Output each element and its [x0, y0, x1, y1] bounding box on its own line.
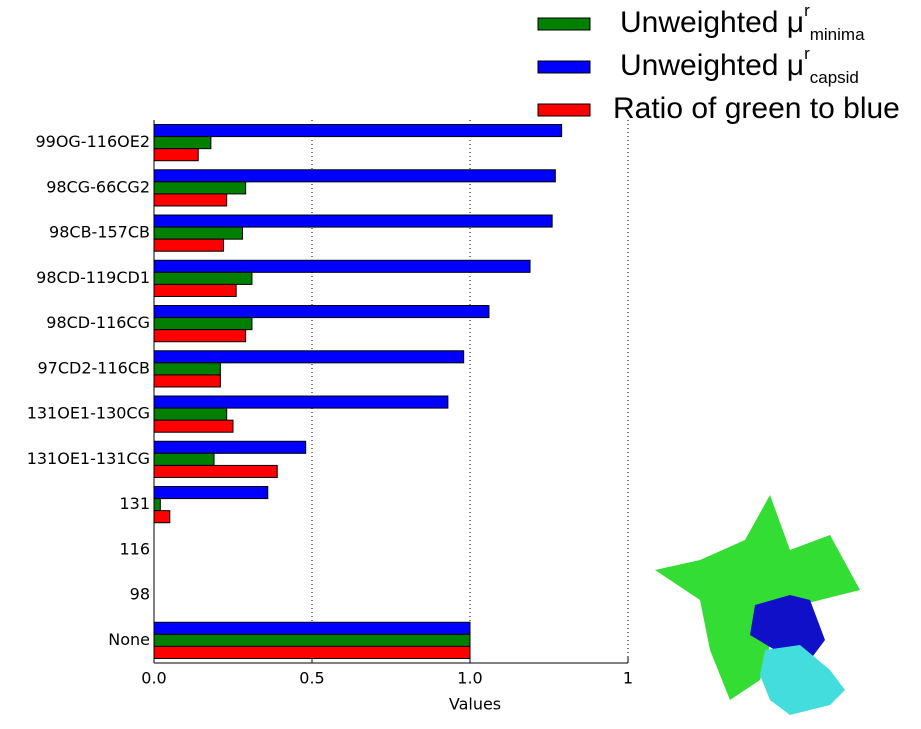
bar [153, 169, 556, 183]
legend-label-part: Ratio of green to blue [613, 92, 900, 125]
bar [153, 136, 212, 150]
bar [153, 498, 161, 512]
bar [153, 362, 221, 376]
bar [153, 181, 247, 195]
legend-label-part: r [804, 1, 810, 20]
legend-swatch [537, 60, 591, 74]
x-tick-label: 0.5 [299, 669, 324, 688]
bar [153, 395, 449, 409]
bar [153, 305, 490, 319]
bar [153, 329, 247, 343]
y-tick-label: 131 [119, 494, 150, 513]
legend-swatch [537, 17, 591, 31]
bar [153, 633, 471, 647]
bar [153, 440, 307, 454]
legend-label: Unweighted μrminima [620, 1, 865, 44]
bar [153, 271, 253, 285]
bar [153, 452, 215, 466]
bar [153, 621, 471, 635]
bar [153, 259, 531, 273]
legend-label: Unweighted μrcapsid [620, 44, 859, 87]
x-tick-label: 1.0 [457, 669, 482, 688]
bar [153, 374, 221, 388]
bar [153, 226, 243, 240]
x-tick-label: 1 [623, 669, 633, 688]
bar [153, 193, 228, 207]
y-tick-label: 98 [130, 585, 150, 604]
y-tick-label: 131OE1-131CG [27, 449, 150, 468]
legend-label-part: Unweighted μ [620, 49, 804, 82]
y-tick-label: None [108, 630, 150, 649]
legend-label: Ratio of green to blue [613, 92, 900, 125]
y-tick-label: 116 [119, 539, 150, 558]
legend-label-part: Unweighted μ [620, 6, 804, 39]
bar [153, 283, 237, 297]
legend-label-part: capsid [810, 68, 859, 87]
y-tick-label: 98CD-119CD1 [36, 268, 150, 287]
bar [153, 350, 465, 364]
bar [153, 124, 563, 138]
bar [153, 486, 269, 500]
bar [153, 464, 278, 478]
y-tick-label: 98CB-157CB [49, 223, 150, 242]
x-axis-label: Values [449, 695, 501, 714]
legend-label-part: minima [810, 25, 865, 44]
protein-image [655, 495, 860, 715]
bar [153, 510, 171, 524]
y-tick-label: 97CD2-116CB [38, 358, 151, 377]
legend-swatch [537, 103, 591, 117]
bar [153, 407, 228, 421]
bar [153, 317, 253, 331]
bar [153, 214, 553, 228]
y-tick-label: 98CD-116CG [46, 313, 150, 332]
x-tick-label: 0.0 [141, 669, 166, 688]
y-tick-label: 99OG-116OE2 [35, 132, 150, 151]
bar [153, 148, 199, 162]
bar [153, 238, 225, 252]
legend-label-part: r [804, 44, 810, 63]
bar [153, 419, 234, 433]
bar [153, 645, 471, 659]
y-tick-label: 131OE1-130CG [27, 404, 150, 423]
y-tick-label: 98CG-66CG2 [46, 177, 150, 196]
